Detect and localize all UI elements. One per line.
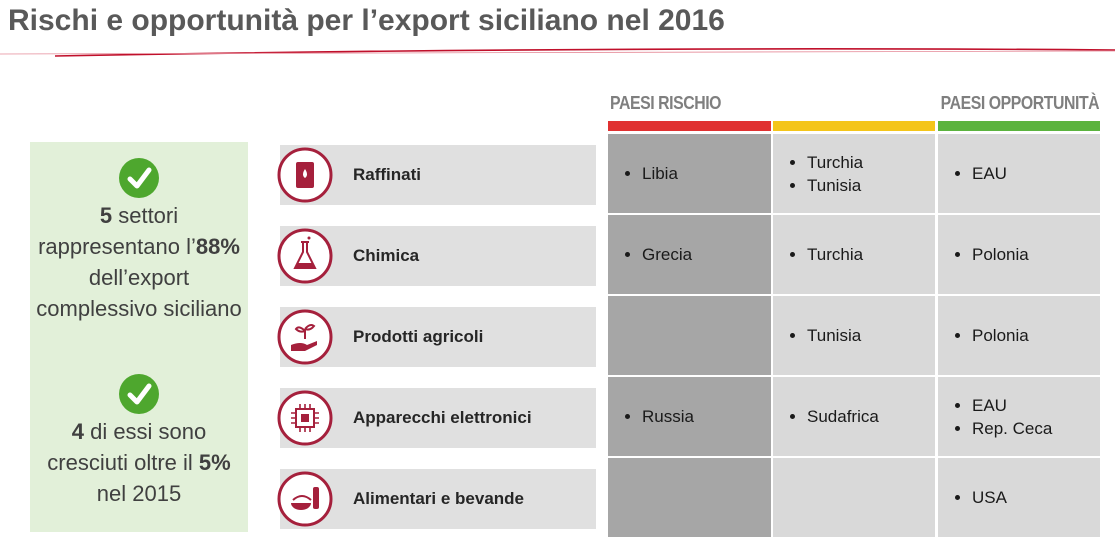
- sector-label: Prodotti agricoli: [353, 327, 484, 346]
- country-list: Polonia: [938, 324, 1029, 347]
- opportunity-bar: [938, 121, 1100, 131]
- risk-bar: [608, 121, 771, 131]
- country: Turchia: [807, 243, 863, 266]
- risk-cell: [608, 458, 771, 537]
- sector-icon: [277, 228, 333, 284]
- callout-part: 5: [99, 203, 113, 228]
- country: Tunisia: [807, 324, 861, 347]
- callout-part: 5%: [198, 450, 231, 475]
- country-list: USA: [938, 486, 1007, 509]
- neutral-cell: [773, 458, 935, 537]
- callout-part: settori rappresentano l’: [38, 203, 196, 259]
- country: Polonia: [972, 324, 1029, 347]
- callout-part: di essi sono cresciuti oltre il: [47, 419, 207, 475]
- sector-label: Apparecchi elettronici: [353, 408, 532, 427]
- country: EAU: [972, 162, 1007, 185]
- title-underline: [0, 48, 1116, 57]
- opportunity-cell: EAU: [938, 134, 1100, 213]
- country: Turchia: [807, 151, 863, 174]
- sector-icon: [277, 471, 333, 527]
- country: Grecia: [642, 243, 692, 266]
- callout-part: 88%: [195, 234, 240, 259]
- neutral-cell: TurchiaTunisia: [773, 134, 935, 213]
- callout-text: 4 di essi sono cresciuti oltre il 5% nel…: [30, 416, 248, 509]
- neutral-cell: Turchia: [773, 215, 935, 294]
- sector-label: Raffinati: [353, 165, 421, 184]
- country: Russia: [642, 405, 694, 428]
- country-list: EAU: [938, 162, 1007, 185]
- sector-row: Chimica: [277, 226, 596, 286]
- country-list: Russia: [608, 405, 694, 428]
- country: USA: [972, 486, 1007, 509]
- sector-icon: [277, 309, 333, 365]
- opportunity-cell: Polonia: [938, 296, 1100, 375]
- country: Rep. Ceca: [972, 417, 1052, 440]
- risk-cell: Russia: [608, 377, 771, 456]
- neutral-bar: [773, 121, 935, 131]
- sector-row: Alimentari e bevande: [277, 469, 596, 529]
- risk-cell: Libia: [608, 134, 771, 213]
- country-list: TurchiaTunisia: [773, 151, 863, 197]
- sector-icon: [277, 390, 333, 446]
- country-list: Polonia: [938, 243, 1029, 266]
- check-icon: [119, 374, 159, 414]
- callout-part: dell’export complessivo siciliano: [36, 265, 242, 321]
- opportunity-cell: EAURep. Ceca: [938, 377, 1100, 456]
- risk-cell: [608, 296, 771, 375]
- country-list: EAURep. Ceca: [938, 394, 1052, 440]
- sector-label: Chimica: [353, 246, 420, 265]
- opportunity-cell: Polonia: [938, 215, 1100, 294]
- country: Libia: [642, 162, 678, 185]
- opportunity-cell: USA: [938, 458, 1100, 537]
- country: Sudafrica: [807, 405, 879, 428]
- summary-box: 5 settori rappresentano l’88% dell’expor…: [30, 142, 248, 532]
- country-list: Grecia: [608, 243, 692, 266]
- risk-header: PAESI RISCHIO: [610, 93, 722, 113]
- neutral-cell: Tunisia: [773, 296, 935, 375]
- sector-row: Apparecchi elettronici: [277, 388, 596, 448]
- callout-text: 5 settori rappresentano l’88% dell’expor…: [30, 200, 248, 324]
- check-icon: [119, 158, 159, 198]
- sector-label: Alimentari e bevande: [353, 489, 525, 508]
- country: Polonia: [972, 243, 1029, 266]
- country-list: Sudafrica: [773, 405, 879, 428]
- slide-title: Rischi e opportunità per l’export sicili…: [8, 4, 725, 37]
- country: EAU: [972, 394, 1052, 417]
- callout-part: 4: [71, 419, 84, 444]
- country-list: Turchia: [773, 243, 863, 266]
- country-list: Tunisia: [773, 324, 861, 347]
- country-list: Libia: [608, 162, 678, 185]
- risk-cell: Grecia: [608, 215, 771, 294]
- sector-row: Raffinati: [277, 145, 596, 205]
- callout-part: nel 2015: [96, 481, 182, 506]
- sector-icon: [277, 147, 333, 203]
- sector-row: Prodotti agricoli: [277, 307, 596, 367]
- opportunity-header: PAESI OPPORTUNITÀ: [940, 93, 1099, 113]
- country: Tunisia: [807, 174, 863, 197]
- neutral-cell: Sudafrica: [773, 377, 935, 456]
